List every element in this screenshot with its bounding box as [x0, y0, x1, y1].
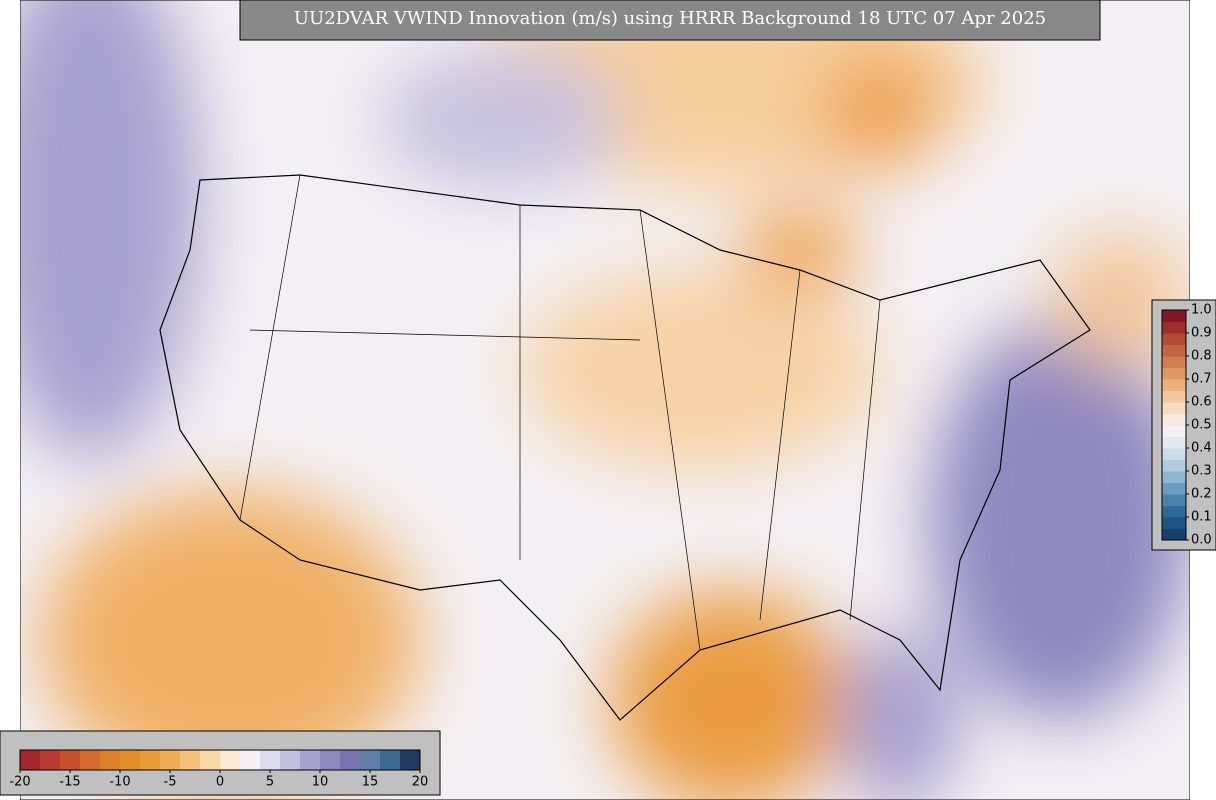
colorbar-segment — [140, 750, 161, 770]
colorbar-segment — [300, 750, 321, 770]
colorbar-segment — [1162, 448, 1186, 460]
colorbar-segment — [340, 750, 361, 770]
colorbar-segment — [1162, 333, 1186, 345]
colorbar-tick-label: -20 — [9, 775, 30, 790]
colorbar-segment — [1162, 367, 1186, 380]
colorbar-tick-label: 0.6 — [1191, 395, 1212, 410]
colorbar-tick-label: 0.5 — [1191, 418, 1212, 433]
colorbar-tick-label: -5 — [164, 775, 177, 790]
colorbar-tick-label: 0.0 — [1191, 533, 1212, 548]
colorbar-segment — [80, 750, 101, 770]
colorbar-segment — [200, 750, 221, 770]
colorbar-segment — [1162, 310, 1186, 322]
colorbar-tick-label: 0.9 — [1191, 326, 1212, 341]
colorbar-tick-label: 0.7 — [1191, 372, 1212, 387]
colorbar-segment — [1162, 379, 1186, 391]
colorbar-segment — [1162, 344, 1186, 357]
colorbar-tick-label: -10 — [109, 775, 130, 790]
colorbar-tick-label: 0.3 — [1191, 464, 1212, 479]
colorbar-segment — [1162, 413, 1186, 426]
background-field — [20, 0, 1190, 800]
colorbar-segment — [260, 750, 281, 770]
colorbar-segment — [100, 750, 121, 770]
colorbar-tick-label: 0 — [216, 775, 224, 790]
colorbar-segment — [400, 750, 421, 770]
colorbar-tick-label: 15 — [362, 775, 379, 790]
map-title: UU2DVAR VWIND Innovation (m/s) using HRR… — [294, 8, 1046, 29]
colorbar-tick-label: 0.4 — [1191, 441, 1212, 456]
colorbar-segment — [180, 750, 201, 770]
colorbar-tick-label: 0.1 — [1191, 510, 1212, 525]
colorbar-segment — [1162, 390, 1186, 403]
colorbar-segment — [1162, 459, 1186, 472]
colorbar-tick-label: 0.8 — [1191, 349, 1212, 364]
colorbar-segment — [1162, 482, 1186, 495]
colorbar-segment — [220, 750, 241, 770]
colorbar-segment — [1162, 425, 1186, 437]
colorbar-segment — [120, 750, 141, 770]
colorbar-tick-label: 5 — [266, 775, 274, 790]
colorbar-tick-label: 0.2 — [1191, 487, 1212, 502]
colorbar-segment — [1162, 471, 1186, 483]
colorbar-segment — [1162, 517, 1186, 529]
colorbar-segment — [40, 750, 61, 770]
colorbar-segment — [1162, 505, 1186, 518]
colorbar-segment — [20, 750, 41, 770]
colorbar-tick-label: 20 — [412, 775, 429, 790]
colorbar-segment — [1162, 436, 1186, 449]
colorbar-segment — [1162, 494, 1186, 506]
colorbar-segment — [380, 750, 401, 770]
title-box — [239, 0, 1101, 41]
colorbar-segment — [1162, 528, 1186, 541]
colorbar-tick-label: 1.0 — [1191, 303, 1212, 318]
colorbar-tick-label: -15 — [59, 775, 80, 790]
colorbar-segment — [1162, 356, 1186, 368]
colorbar-segment — [60, 750, 81, 770]
colorbar-segment — [1162, 321, 1186, 334]
colorbar-segment — [160, 750, 181, 770]
colorbar-segment — [240, 750, 261, 770]
colorbar-segment — [320, 750, 341, 770]
colorbar-segment — [1162, 402, 1186, 414]
colorbar-tick-label: 10 — [312, 775, 329, 790]
colorbar-segment — [360, 750, 381, 770]
colorbar-segment — [280, 750, 301, 770]
